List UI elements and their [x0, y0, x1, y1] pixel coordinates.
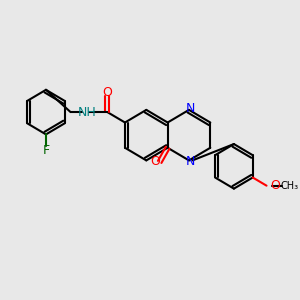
Text: O: O — [150, 155, 160, 168]
Text: NH: NH — [78, 106, 97, 118]
Text: F: F — [42, 144, 50, 157]
Text: O: O — [270, 179, 280, 192]
Text: N: N — [186, 102, 195, 115]
Text: CH₃: CH₃ — [280, 181, 298, 191]
Text: N: N — [186, 155, 195, 168]
Text: O: O — [103, 86, 112, 99]
